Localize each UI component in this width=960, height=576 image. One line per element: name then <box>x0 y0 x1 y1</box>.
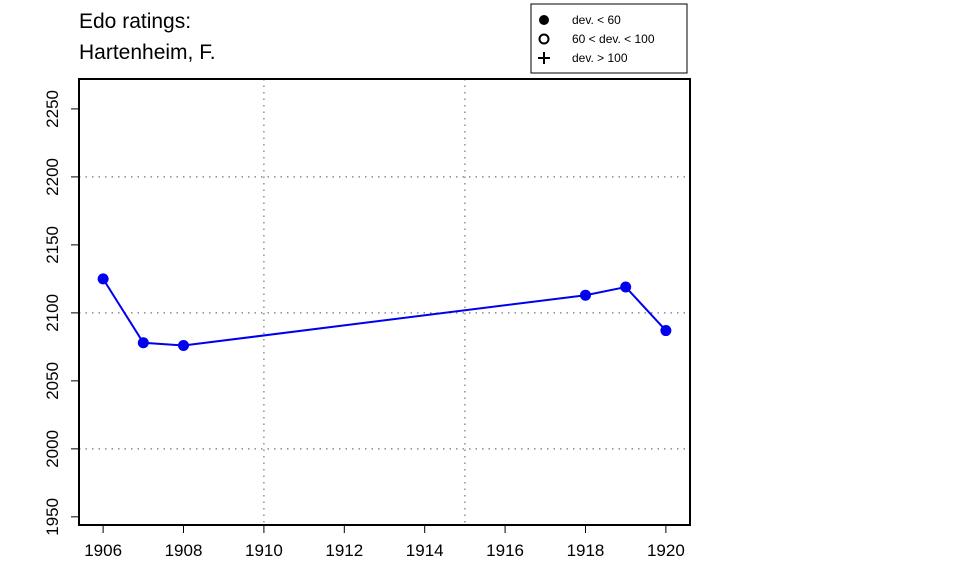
y-tick-label: 2150 <box>43 226 62 264</box>
legend-marker-plus <box>538 52 550 64</box>
chart-title-line-1: Edo ratings: <box>79 10 192 33</box>
data-point <box>137 337 149 349</box>
x-tick-label: 1918 <box>567 541 605 560</box>
y-tick-label: 2250 <box>43 90 62 128</box>
data-point <box>178 340 190 352</box>
legend-marker-open-circle <box>538 33 550 45</box>
y-tick-label: 2200 <box>43 158 62 196</box>
plot-frame <box>78 78 691 526</box>
legend-box <box>530 3 688 74</box>
data-point <box>660 325 672 337</box>
x-tick-label: 1910 <box>245 541 283 560</box>
legend-label: dev. > 100 <box>572 51 628 65</box>
y-tick-label: 2100 <box>43 294 62 332</box>
legend-marker-filled-circle <box>539 15 549 25</box>
legend-label: 60 < dev. < 100 <box>572 32 655 46</box>
data-point <box>620 281 632 293</box>
series-layer <box>97 273 672 352</box>
legend: dev. < 60 60 < dev. < 100 dev. > 100 <box>530 3 688 74</box>
x-tick-label: 1906 <box>84 541 122 560</box>
legend-label: dev. < 60 <box>572 13 621 27</box>
y-tick-label: 2000 <box>43 430 62 468</box>
x-tick-label: 1908 <box>165 541 203 560</box>
data-point <box>97 273 109 285</box>
data-point <box>579 289 591 301</box>
x-axis: 1906 1908 1910 1912 1914 1916 1918 1920 <box>84 525 685 560</box>
x-tick-label: 1914 <box>406 541 444 560</box>
grid-layer <box>79 79 690 525</box>
y-tick-label: 1950 <box>43 498 62 536</box>
x-tick-label: 1912 <box>325 541 363 560</box>
y-axis: 1950 2000 2050 2100 2150 2200 2250 <box>43 90 79 536</box>
y-tick-label: 2050 <box>43 362 62 400</box>
chart-title-line-2: Hartenheim, F. <box>79 41 216 64</box>
x-tick-label: 1920 <box>647 541 685 560</box>
x-tick-label: 1916 <box>486 541 524 560</box>
series-line <box>102 278 667 347</box>
